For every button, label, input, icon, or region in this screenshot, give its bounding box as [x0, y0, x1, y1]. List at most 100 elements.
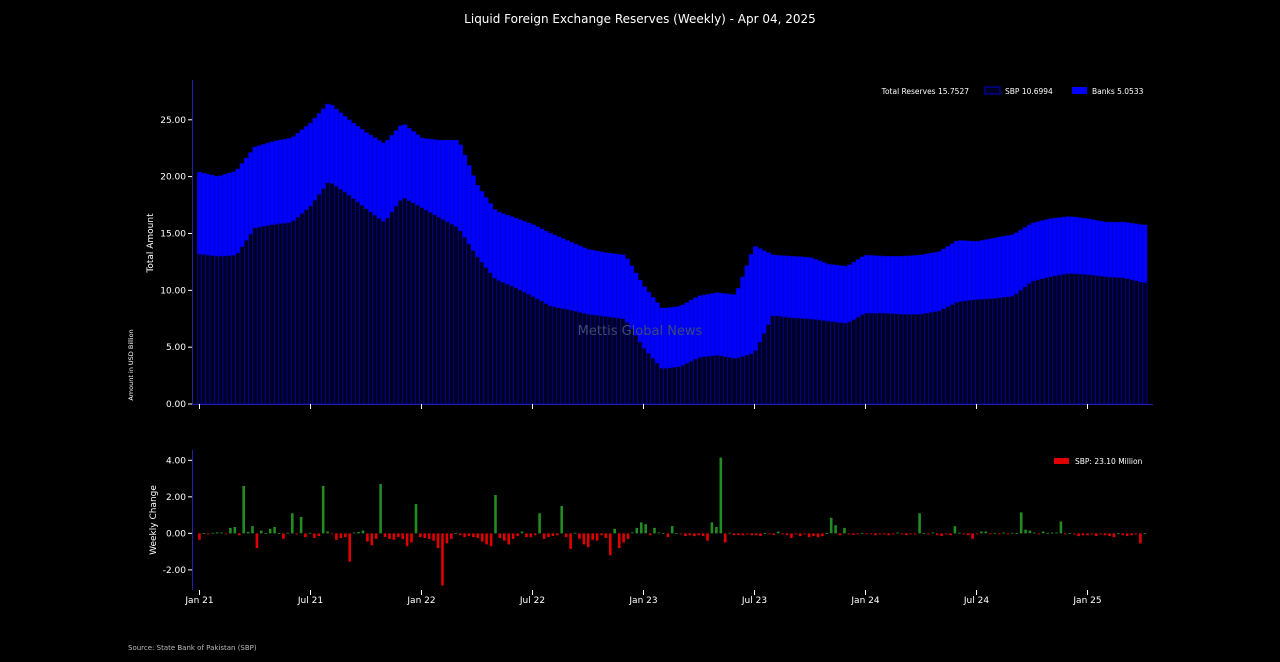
- banks-bar: [201, 172, 207, 255]
- change-bar-positive: [860, 533, 864, 534]
- banks-bar: [530, 224, 536, 297]
- banks-bar: [196, 171, 203, 255]
- sbp-bar: [419, 207, 425, 405]
- banks-bar: [590, 250, 596, 316]
- change-bar-negative: [595, 533, 599, 541]
- sbp-bar: [714, 354, 720, 405]
- sbp-bar: [992, 297, 998, 405]
- banks-bar: [560, 238, 566, 309]
- sbp-bar: [688, 360, 694, 405]
- banks-bar: [308, 122, 314, 207]
- change-bar-positive: [251, 526, 254, 534]
- change-bar-negative: [794, 533, 798, 535]
- change-bar-negative: [432, 533, 435, 541]
- change-bar-negative: [1064, 533, 1067, 535]
- change-bar-positive: [922, 533, 926, 534]
- change-bar-positive: [719, 457, 723, 534]
- sbp-bar: [526, 293, 532, 405]
- change-bar-negative: [732, 533, 736, 536]
- change-bar-negative: [723, 533, 727, 543]
- banks-bar: [474, 185, 481, 258]
- banks-bar: [1061, 216, 1067, 275]
- sbp-bar: [1018, 289, 1024, 405]
- watermark: Mettis Global News: [578, 324, 703, 339]
- sbp-bar: [894, 313, 900, 405]
- change-bar-positive: [268, 528, 272, 534]
- banks-bar: [299, 129, 305, 214]
- banks-bar: [556, 236, 562, 308]
- sbp-bar: [410, 202, 417, 405]
- sbp-bar: [658, 367, 665, 405]
- sbp-bar: [975, 298, 981, 405]
- banks-bar: [449, 140, 455, 225]
- change-bar-positive: [1055, 532, 1058, 534]
- banks-bar: [487, 203, 493, 273]
- sbp-bar: [487, 272, 494, 405]
- change-bar-positive: [958, 532, 961, 534]
- change-bar-positive: [291, 513, 294, 534]
- banks-bar: [338, 112, 344, 190]
- change-bar-positive: [657, 532, 661, 534]
- change-bar-negative: [529, 533, 533, 538]
- change-bar-positive: [675, 533, 678, 534]
- sbp-bar: [761, 332, 767, 405]
- sbp-bar: [551, 306, 558, 405]
- banks-bar: [911, 255, 917, 315]
- change-legend: SBP: 23.10 Million: [1054, 457, 1143, 466]
- banks-bar: [616, 254, 622, 319]
- change-bar-positive: [494, 495, 497, 534]
- banks-bar: [389, 135, 395, 213]
- change-bar-negative: [489, 533, 493, 547]
- change-bar-positive: [1024, 529, 1027, 534]
- change-bar-negative: [1121, 533, 1125, 536]
- change-bar-negative: [516, 533, 519, 537]
- sbp-bar: [1129, 279, 1135, 405]
- banks-bar: [778, 255, 784, 317]
- sbp-bar: [1086, 274, 1092, 405]
- x-tick-label: Jul 23: [741, 596, 767, 606]
- sbp-bar: [962, 300, 968, 405]
- banks-bar: [770, 254, 776, 317]
- sbp-bar: [774, 315, 780, 405]
- sbp-bar: [564, 308, 570, 405]
- change-bar-negative: [1072, 533, 1076, 535]
- change-bar-negative: [374, 533, 378, 539]
- sbp-bar: [389, 211, 395, 405]
- change-bar-negative: [927, 533, 930, 535]
- change-bar-positive: [321, 485, 325, 534]
- banks-bar: [821, 262, 827, 321]
- sbp-bar: [290, 220, 297, 405]
- change-bar-negative: [971, 533, 974, 539]
- change-bar-negative: [772, 533, 776, 535]
- change-bar-negative: [900, 533, 904, 535]
- change-bar-positive: [728, 532, 731, 534]
- change-bar-negative: [330, 533, 334, 535]
- change-bar-positive: [277, 533, 281, 534]
- sbp-bar: [936, 310, 943, 405]
- change-bar-negative: [913, 533, 917, 535]
- x-tick-label: Jul 24: [963, 596, 989, 606]
- change-bar-positive: [825, 533, 829, 534]
- change-bar-positive: [993, 532, 996, 534]
- change-bar-negative: [1130, 533, 1133, 536]
- change-bar-negative: [679, 533, 683, 535]
- change-bar-negative: [401, 533, 404, 539]
- banks-bar: [577, 245, 583, 313]
- change-bar-negative: [781, 533, 784, 535]
- banks-bar: [1138, 224, 1144, 283]
- banks-bar: [359, 129, 365, 206]
- change-bar-negative: [874, 533, 877, 536]
- sbp-bar: [945, 306, 951, 405]
- banks-bar: [380, 142, 386, 222]
- change-bar-positive: [1033, 532, 1036, 534]
- change-bar-negative: [335, 533, 338, 540]
- change-bar-negative: [498, 533, 502, 538]
- banks-bar: [774, 255, 780, 317]
- banks-bar: [984, 239, 990, 300]
- change-bar-positive: [215, 532, 219, 534]
- sbp-bar: [504, 283, 511, 405]
- change-bar-negative: [238, 533, 241, 536]
- legend-change-swatch: [1054, 458, 1069, 464]
- change-bar-negative: [935, 533, 939, 536]
- sbp-bar: [380, 221, 387, 405]
